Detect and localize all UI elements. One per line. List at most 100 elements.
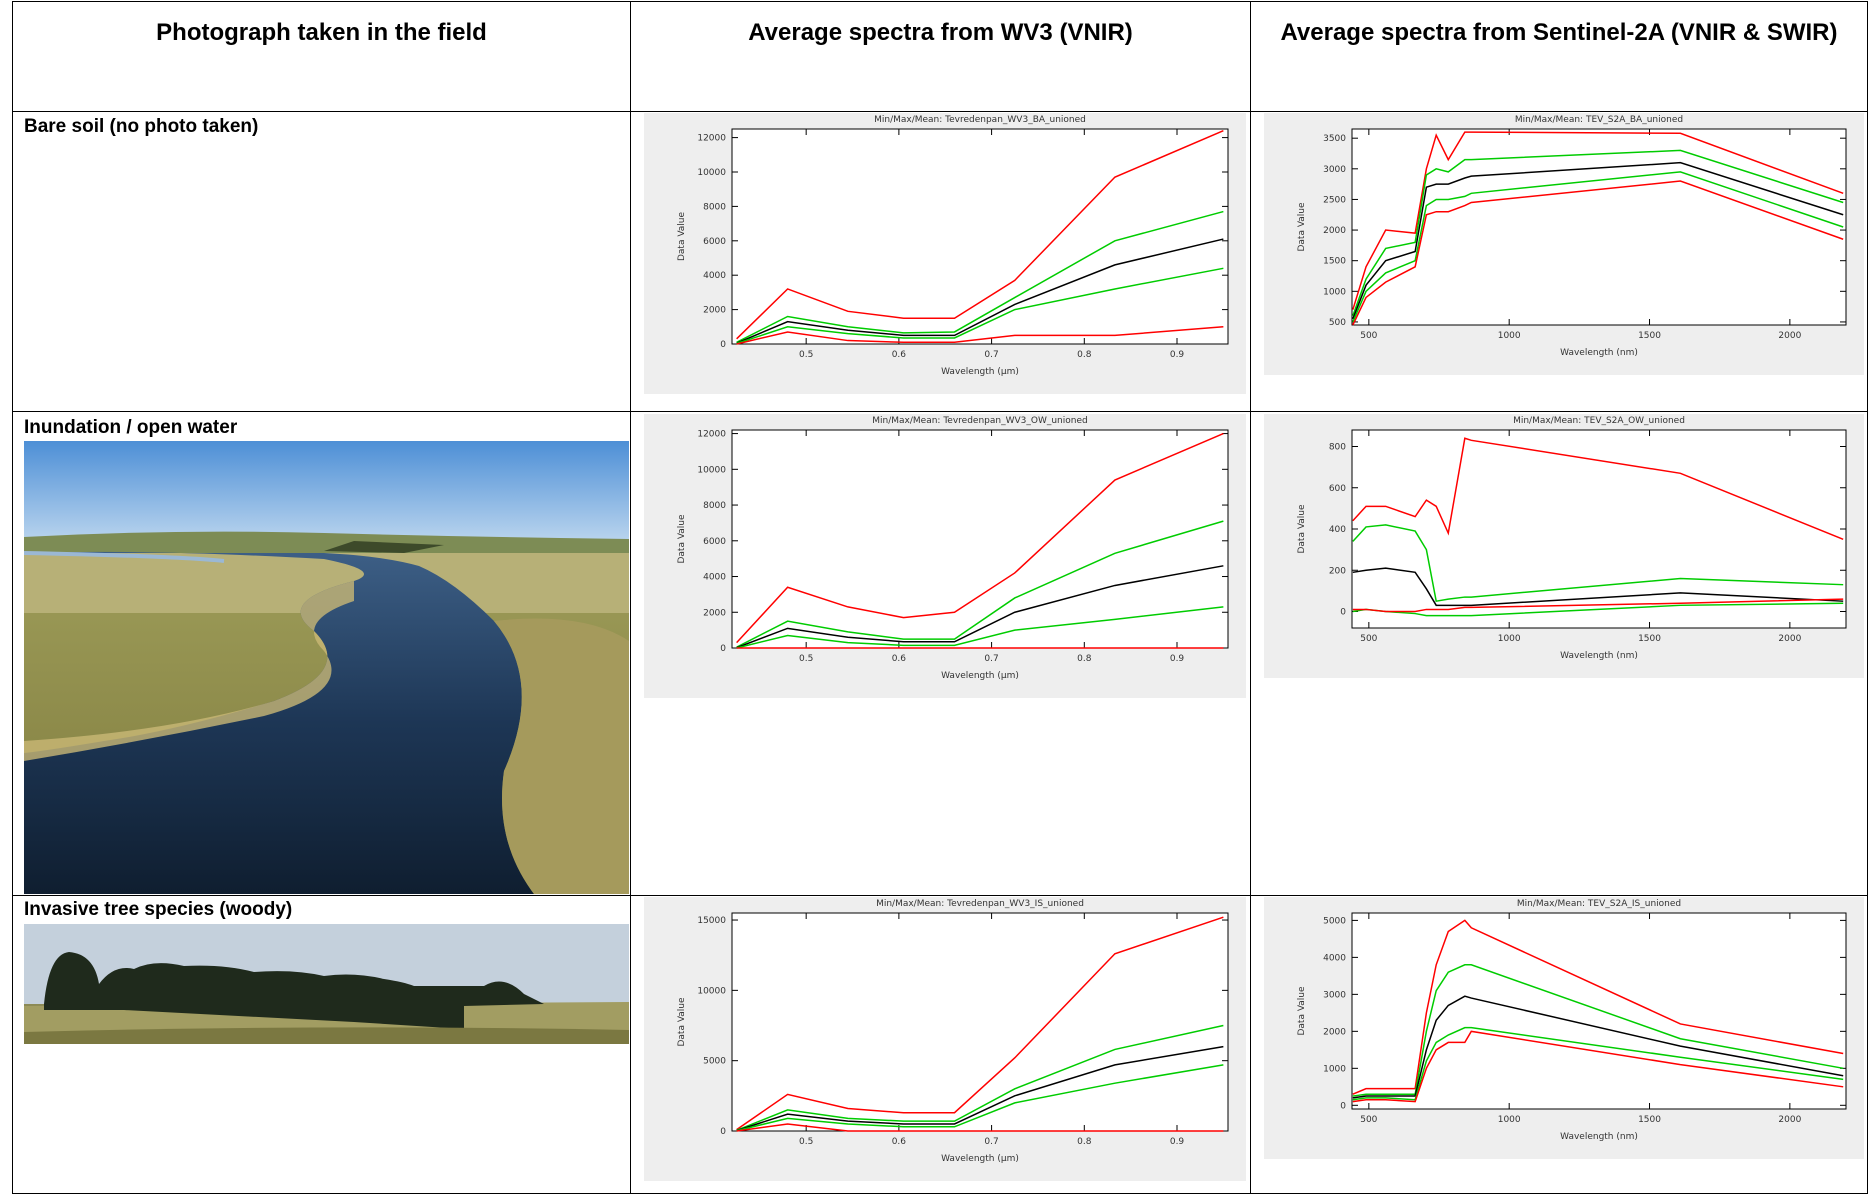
- header-cell: Average spectra from Sentinel-2A (VNIR &…: [1280, 19, 1838, 46]
- spectrum-line: [1352, 919, 1844, 1095]
- y-tick-label: 0: [720, 340, 726, 350]
- x-tick-label: 0.7: [984, 350, 998, 360]
- chart-title: Min/Max/Mean: TEV_S2A_OW_unioned: [1513, 416, 1685, 426]
- x-axis-label: Wavelength (µm): [941, 1154, 1019, 1164]
- x-tick-label: 0.7: [984, 1137, 998, 1147]
- spectrum-line: [1352, 524, 1844, 603]
- plot-area: [1351, 128, 1847, 326]
- y-tick-label: 3500: [1323, 134, 1346, 144]
- x-tick-label: 0.9: [1170, 1137, 1185, 1147]
- spectrum-line: [736, 130, 1224, 340]
- chart: Min/Max/Mean: TEV_S2A_OW_unioned Data Val…: [1264, 414, 1864, 678]
- y-tick-label: 1000: [1323, 287, 1346, 297]
- y-tick-label: 5000: [703, 1057, 726, 1067]
- border: [1250, 1, 1251, 1194]
- x-tick-label: 500: [1360, 634, 1377, 644]
- spectrum-line: [736, 565, 1224, 649]
- y-axis-label: Data Value: [677, 514, 687, 564]
- photo: [24, 441, 629, 894]
- chart-title: Min/Max/Mean: TEV_S2A_BA_unioned: [1515, 115, 1683, 125]
- y-axis-label: Data Value: [1297, 504, 1307, 554]
- x-tick-label: 500: [1360, 331, 1377, 341]
- spectrum-line: [1352, 567, 1844, 607]
- y-axis-label: Data Value: [677, 212, 687, 262]
- x-tick-label: 1500: [1638, 634, 1661, 644]
- y-tick-label: 12000: [697, 134, 726, 144]
- y-tick-label: 3000: [1323, 165, 1346, 175]
- chart: Min/Max/Mean: Tevredenpan_WV3_IS_unioned…: [644, 897, 1246, 1181]
- x-tick-label: 0.7: [984, 654, 998, 664]
- x-axis-label: Wavelength (nm): [1560, 348, 1638, 358]
- y-tick-label: 8000: [703, 202, 726, 212]
- x-tick-label: 2000: [1778, 634, 1801, 644]
- border: [1867, 1, 1868, 1194]
- border: [12, 895, 1868, 896]
- y-tick-label: 800: [1329, 443, 1346, 453]
- x-tick-label: 1500: [1638, 1115, 1661, 1125]
- spectrum-line: [736, 916, 1224, 1131]
- y-tick-label: 6000: [703, 537, 726, 547]
- spectrum-line: [736, 1123, 1224, 1132]
- x-tick-label: 2000: [1778, 1115, 1801, 1125]
- x-axis-label: Wavelength (µm): [941, 671, 1019, 681]
- y-tick-label: 2000: [703, 608, 726, 618]
- spectrum-line: [1352, 437, 1844, 541]
- y-tick-label: 4000: [1323, 953, 1346, 963]
- x-axis-label: Wavelength (nm): [1560, 1132, 1638, 1142]
- spectrum-line: [1352, 131, 1844, 310]
- chart: Min/Max/Mean: TEV_S2A_BA_unioned Data Val…: [1264, 113, 1864, 375]
- x-tick-label: 0.6: [892, 1137, 907, 1147]
- border: [630, 1, 631, 1194]
- plot-area: [731, 912, 1229, 1132]
- spectrum-line: [1352, 1026, 1844, 1101]
- x-axis-label: Wavelength (µm): [941, 367, 1019, 377]
- chart-title: Min/Max/Mean: Tevredenpan_WV3_BA_unioned: [874, 115, 1086, 125]
- header-cell: Photograph taken in the field: [156, 19, 487, 46]
- y-tick-label: 8000: [703, 501, 726, 511]
- x-tick-label: 0.5: [799, 350, 813, 360]
- row-label: Inundation / open water: [24, 417, 238, 438]
- y-axis-label: Data Value: [677, 997, 687, 1047]
- spectrum-line: [1352, 149, 1844, 317]
- y-tick-label: 5000: [1323, 916, 1346, 926]
- border: [12, 1, 1868, 2]
- y-tick-label: 2000: [1323, 1027, 1346, 1037]
- spectrum-line: [736, 432, 1224, 644]
- y-tick-label: 2000: [703, 306, 726, 316]
- chart-title: Min/Max/Mean: Tevredenpan_WV3_OW_unioned: [872, 416, 1087, 426]
- row-label: Bare soil (no photo taken): [24, 116, 259, 137]
- y-tick-label: 6000: [703, 237, 726, 247]
- spectrum-line: [736, 520, 1224, 648]
- x-tick-label: 0.8: [1077, 654, 1092, 664]
- y-tick-label: 600: [1329, 484, 1346, 494]
- x-tick-label: 0.9: [1170, 350, 1185, 360]
- y-tick-label: 0: [1340, 608, 1346, 618]
- x-tick-label: 0.6: [892, 350, 907, 360]
- spectrum-line: [1352, 161, 1844, 320]
- chart-title: Min/Max/Mean: Tevredenpan_WV3_IS_unioned: [876, 899, 1084, 909]
- header-cell: Average spectra from WV3 (VNIR): [748, 19, 1133, 46]
- spectrum-line: [736, 606, 1224, 649]
- y-tick-label: 2000: [1323, 226, 1346, 236]
- y-tick-label: 4000: [703, 271, 726, 281]
- spectrum-line: [1352, 995, 1844, 1099]
- spectrum-line: [1352, 598, 1844, 613]
- x-tick-label: 0.6: [892, 654, 907, 664]
- row-label: Invasive tree species (woody): [24, 899, 293, 920]
- y-axis-label: Data Value: [1297, 202, 1307, 252]
- spectrum-line: [736, 1024, 1224, 1131]
- chart: Min/Max/Mean: Tevredenpan_WV3_BA_unioned…: [644, 113, 1246, 394]
- x-tick-label: 1000: [1498, 1115, 1521, 1125]
- x-tick-label: 2000: [1778, 331, 1801, 341]
- border: [12, 1, 13, 1194]
- y-tick-label: 0: [720, 644, 726, 654]
- spectrum-line: [736, 267, 1224, 345]
- y-tick-label: 10000: [697, 168, 726, 178]
- spectrum-line: [1352, 180, 1844, 326]
- x-tick-label: 0.8: [1077, 350, 1092, 360]
- x-tick-label: 1000: [1498, 634, 1521, 644]
- spectrum-line: [736, 238, 1224, 344]
- x-tick-label: 1000: [1498, 331, 1521, 341]
- spectrum-line: [1352, 964, 1844, 1097]
